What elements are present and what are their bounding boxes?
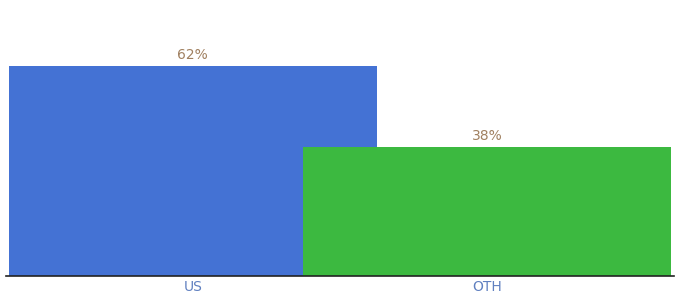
Bar — [9, 66, 377, 276]
Text: 62%: 62% — [177, 48, 208, 62]
Text: 38%: 38% — [472, 129, 503, 143]
Bar — [303, 147, 671, 276]
